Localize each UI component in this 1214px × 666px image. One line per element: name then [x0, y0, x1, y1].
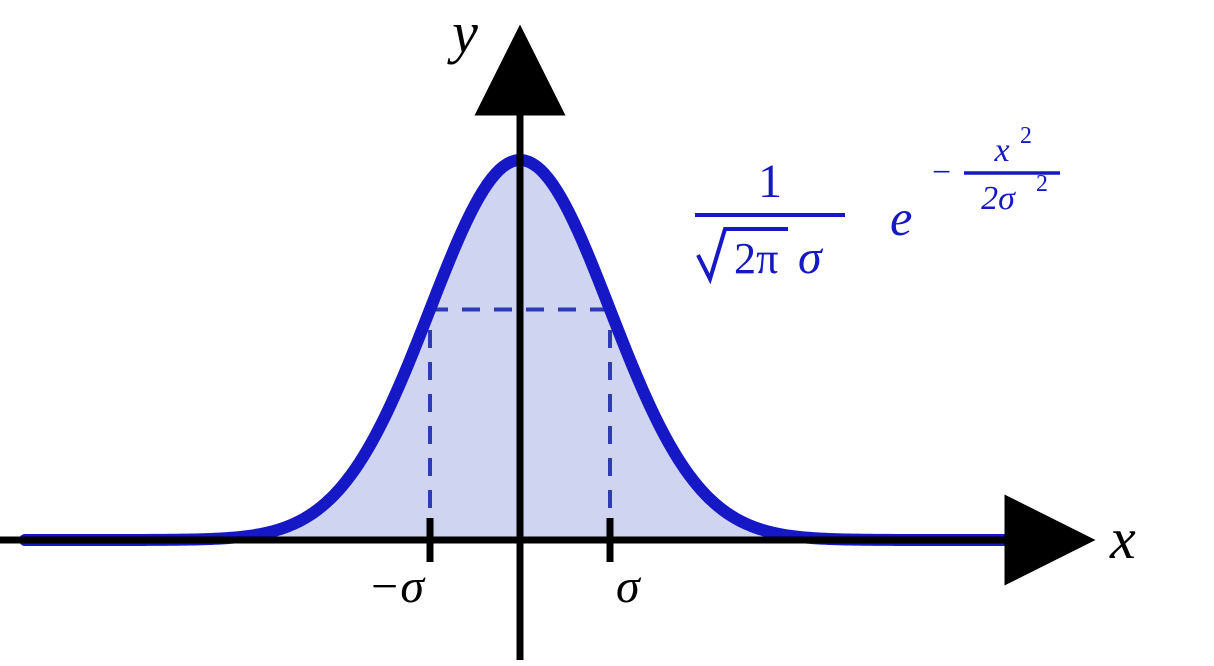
gaussian-formula: 12πσe−x22σ2: [695, 123, 1060, 284]
formula-e: e: [890, 190, 912, 246]
tick-label-pos-sigma: σ: [616, 560, 642, 613]
formula-exp-x-sq: 2: [1020, 123, 1032, 149]
formula-exp-sigma-sq: 2: [1036, 171, 1048, 197]
formula-exp-minus: −: [932, 154, 951, 191]
formula-sigma: σ: [798, 231, 824, 284]
gaussian-chart: xyσ−σ12πσe−x22σ2: [0, 0, 1214, 666]
formula-exp-2sigma: 2σ: [981, 180, 1016, 217]
formula-2pi: 2π: [734, 234, 778, 283]
tick-label-neg-sigma: −σ: [368, 560, 426, 613]
formula-num-1: 1: [758, 155, 782, 208]
y-axis-label: y: [447, 0, 478, 65]
x-axis-label: x: [1109, 506, 1136, 571]
formula-exp-x: x: [993, 132, 1009, 169]
